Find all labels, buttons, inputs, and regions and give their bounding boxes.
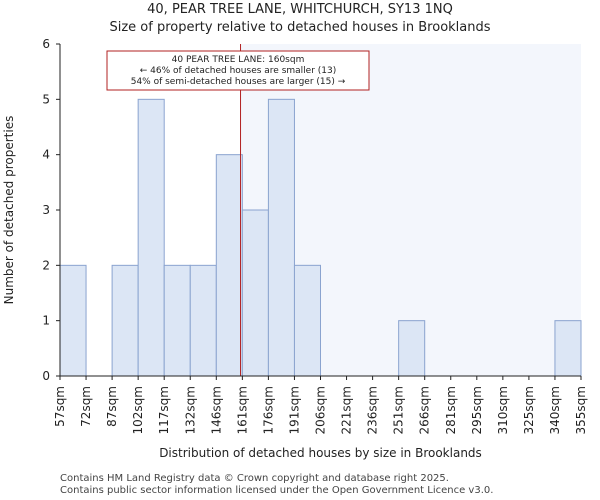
y-axis: 0 1 2 3 4 5 6	[42, 37, 61, 383]
y-tick-label: 6	[42, 37, 50, 51]
bar-102sqm	[137, 98, 165, 377]
x-tick-label: 117sqm	[157, 386, 171, 434]
footer-licence: Contains public sector information licen…	[60, 485, 494, 496]
bar-87sqm	[111, 264, 139, 377]
x-axis-label: Distribution of detached houses by size …	[159, 446, 482, 460]
bar-146sqm	[215, 154, 243, 377]
y-tick-label: 1	[42, 314, 50, 328]
x-axis: 57sqm 72sqm 87sqm 102sqm 117sqm 132sqm 146sqm 1…	[53, 375, 588, 434]
x-tick-label: 310sqm	[496, 386, 510, 434]
y-tick-label: 3	[42, 203, 50, 217]
x-tick-label: 57sqm	[53, 386, 67, 427]
annotation-line-2: ← 46% of detached houses are smaller (13…	[140, 66, 337, 76]
bars-group	[59, 98, 582, 377]
x-tick-label: 236sqm	[366, 386, 380, 434]
x-tick-label: 340sqm	[548, 386, 562, 434]
x-tick-label: 266sqm	[418, 386, 432, 434]
x-tick-label: 325sqm	[522, 386, 536, 434]
bar-57sqm	[59, 264, 87, 377]
bar-191sqm	[293, 264, 322, 377]
bar-161sqm	[241, 209, 269, 377]
x-tick-label: 72sqm	[79, 386, 93, 427]
y-tick-label: 0	[42, 369, 50, 383]
x-tick-label: 295sqm	[470, 386, 484, 434]
y-tick-label: 5	[42, 92, 50, 106]
x-tick-label: 176sqm	[261, 386, 275, 434]
x-tick-label: 146sqm	[209, 386, 223, 434]
bar-117sqm	[163, 264, 191, 377]
chart-subtitle: Size of property relative to detached ho…	[109, 20, 491, 35]
x-tick-label: 132sqm	[183, 386, 197, 434]
x-tick-label: 191sqm	[287, 386, 301, 434]
x-tick-label: 206sqm	[314, 386, 328, 434]
bar-340sqm	[554, 320, 582, 377]
bar-132sqm	[189, 264, 217, 377]
x-tick-label: 87sqm	[105, 386, 119, 427]
x-tick-label: 161sqm	[235, 386, 249, 434]
annotation-line-3: 54% of semi-detached houses are larger (…	[131, 77, 346, 87]
footer-copyright: Contains HM Land Registry data © Crown c…	[60, 473, 449, 484]
x-tick-label: 281sqm	[444, 386, 458, 434]
y-tick-label: 2	[42, 258, 50, 272]
annotation-line-1: 40 PEAR TREE LANE: 160sqm	[172, 55, 305, 65]
y-tick-label: 4	[42, 148, 50, 162]
x-tick-label: 102sqm	[131, 386, 145, 434]
annotation-frame	[106, 50, 370, 91]
chart-title: 40, PEAR TREE LANE, WHITCHURCH, SY13 1NQ	[147, 2, 453, 17]
x-tick-label: 221sqm	[340, 386, 354, 434]
x-tick-label: 355sqm	[574, 386, 588, 434]
x-tick-label: 251sqm	[392, 386, 406, 434]
bar-176sqm	[267, 98, 295, 377]
bar-251sqm	[398, 320, 426, 377]
y-axis-label: Number of detached properties	[2, 116, 16, 305]
annotation-box: 40 PEAR TREE LANE: 160sqm ← 46% of detac…	[106, 50, 370, 91]
